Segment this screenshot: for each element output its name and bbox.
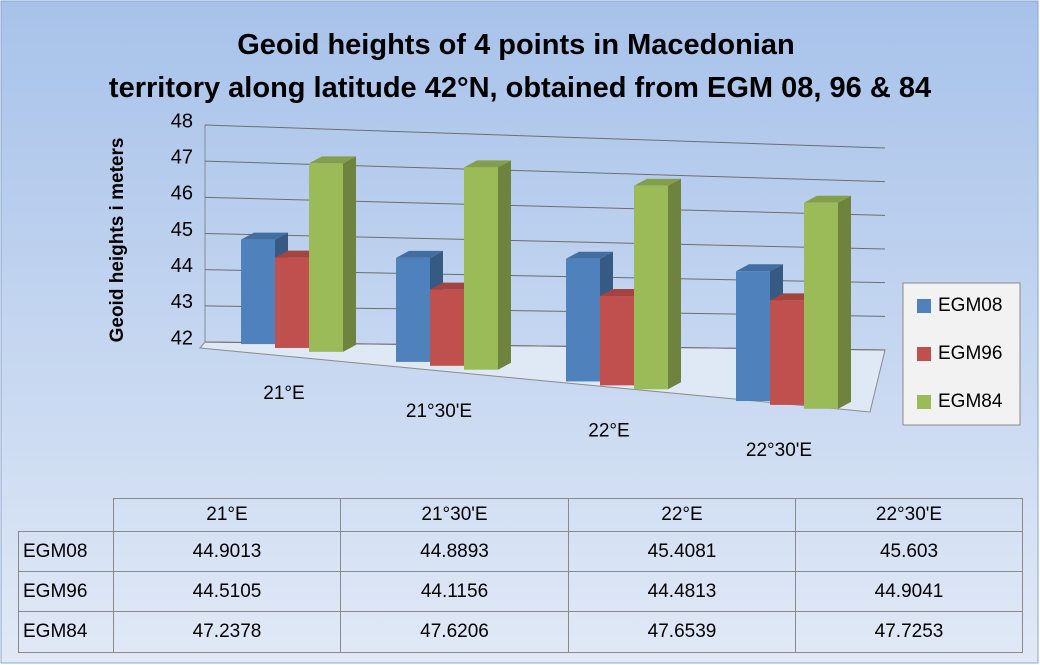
bar [275, 257, 309, 348]
bar [309, 163, 343, 352]
bar-side [343, 156, 356, 352]
bar [430, 289, 464, 366]
title-line: territory along latitude 42°N, obtained … [109, 72, 931, 104]
table-header: 22°E [568, 498, 796, 532]
title-line: Geoid heights of 4 points in Macedonian [237, 29, 803, 61]
table-header: 21°E [113, 498, 341, 532]
bar-top [241, 232, 288, 240]
legend-label: EGM96 [938, 343, 1002, 364]
y-tick-label: 47 [171, 146, 193, 168]
bar [600, 296, 634, 386]
legend-label: EGM08 [938, 295, 1002, 316]
y-tick-label: 45 [171, 219, 193, 241]
bar-top [634, 178, 681, 186]
bar-top [396, 250, 443, 258]
table-value: 44.8893 [340, 531, 569, 572]
bar-top [464, 160, 511, 168]
bar [566, 258, 600, 382]
y-tick-label: 44 [171, 255, 193, 277]
legend-swatch [917, 347, 931, 361]
chart-title: Geoid heights of 4 points in Macedonian … [109, 29, 931, 104]
bar-side [838, 195, 851, 409]
table-row-label: EGM08 [18, 531, 114, 572]
table-value: 47.6539 [568, 611, 796, 653]
table-value: 44.9013 [113, 531, 341, 572]
table-value: 44.5105 [113, 571, 341, 612]
table-value: 45.4081 [568, 531, 796, 572]
bar [736, 271, 770, 401]
legend-swatch [917, 395, 931, 409]
x-tick-label: 21°30'E [406, 401, 472, 422]
bar-top [736, 264, 783, 272]
table-value: 47.6206 [340, 611, 569, 653]
grid-line [204, 124, 886, 149]
bar-side [668, 178, 681, 390]
bar [241, 239, 275, 345]
bar [770, 300, 804, 405]
x-tick-label: 22°E [588, 420, 629, 441]
y-tick-label: 42 [171, 327, 193, 349]
y-axis-label: Geoid heights i meters [107, 138, 128, 343]
y-tick-label: 48 [171, 110, 193, 132]
bar-top [566, 251, 613, 259]
bar [804, 202, 838, 409]
table-header: 21°30'E [340, 498, 569, 532]
y-tick-label: 43 [171, 291, 193, 313]
legend-swatch [917, 299, 931, 313]
bar-top [309, 156, 356, 164]
legend-label: EGM84 [938, 391, 1003, 412]
table-value: 44.9041 [795, 571, 1023, 612]
x-tick-label: 21°E [263, 383, 304, 404]
table-row-label: EGM84 [18, 611, 114, 653]
table-value: 47.2378 [113, 611, 341, 653]
x-tick-label: 22°30'E [746, 440, 812, 461]
bar-side [498, 160, 511, 370]
y-tick-label: 46 [171, 183, 193, 205]
bar [396, 257, 430, 362]
bar [464, 167, 498, 370]
bar [634, 185, 668, 390]
table-value: 47.7253 [795, 611, 1023, 653]
table-value: 44.1156 [340, 571, 569, 612]
table-header: 22°30'E [795, 498, 1023, 532]
table-value: 45.603 [795, 531, 1023, 572]
table-row-label: EGM96 [18, 571, 114, 612]
bar-top [804, 195, 851, 203]
table-value: 44.4813 [568, 571, 796, 612]
